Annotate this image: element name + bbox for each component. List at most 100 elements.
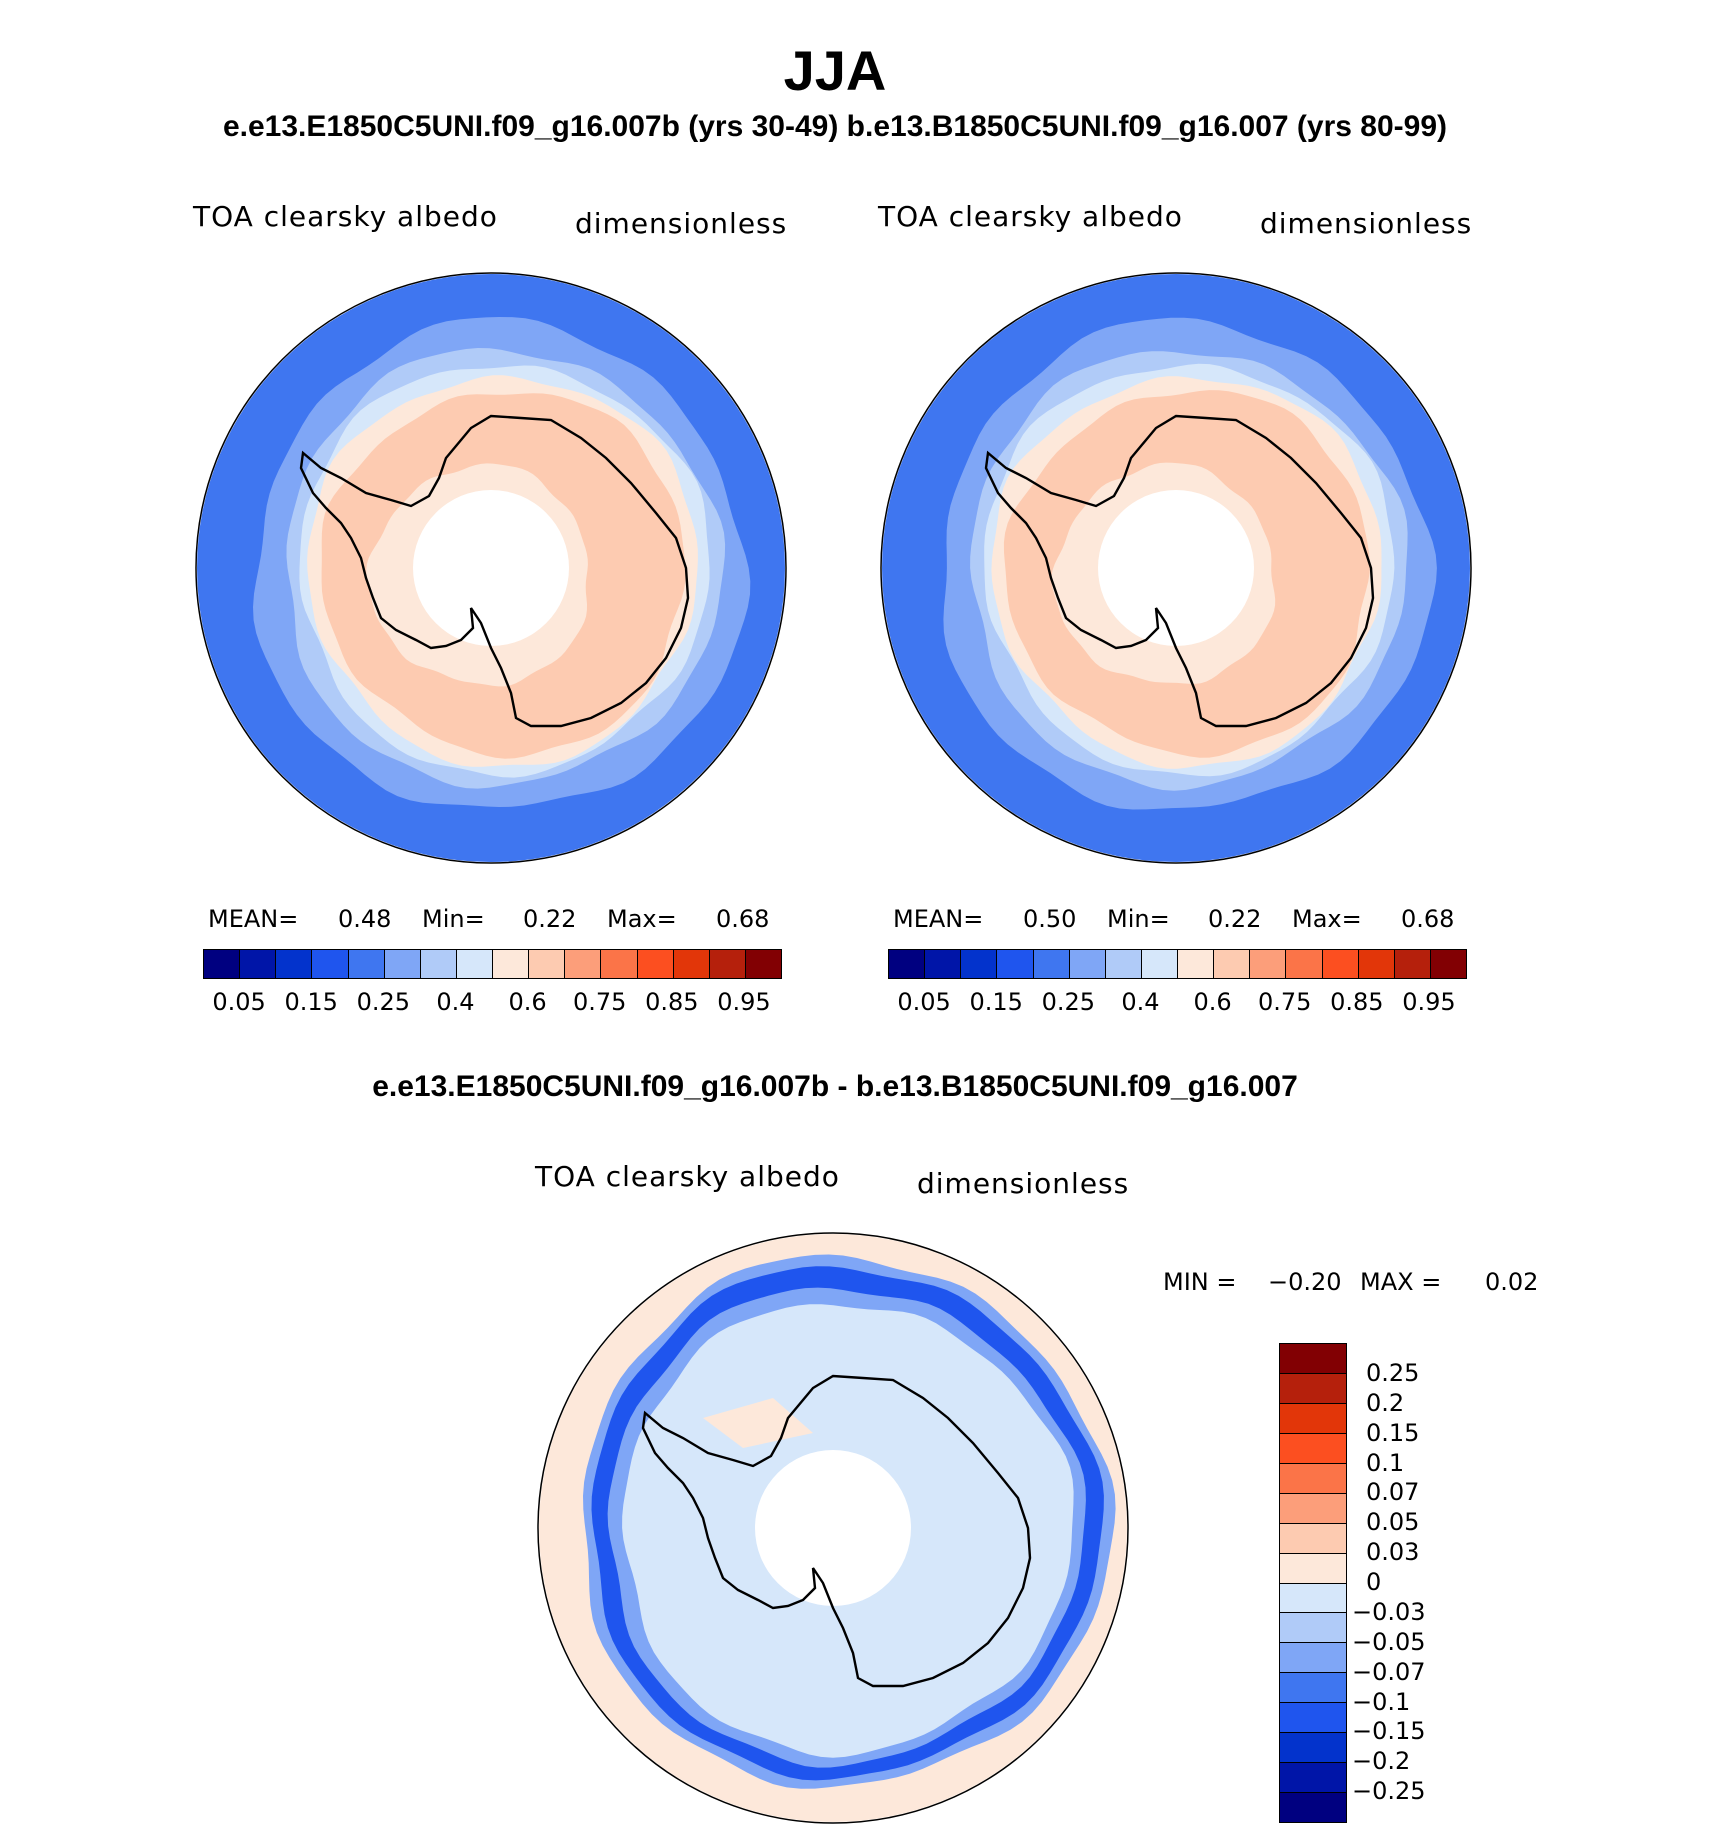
panel2-colorbar-swatch: [1033, 950, 1070, 978]
panel2-colorbar-swatch: [961, 950, 998, 978]
positive-diff-patch: [703, 1398, 813, 1448]
map-fill-group: [539, 1234, 1127, 1822]
panel1-colorbar-swatch: [673, 950, 710, 978]
difference-colorbar-ticks: 0.25 0.2 0.15 0.1 0.07 0.05 0.03 0 −0.03 −0.05 −0.…: [1352, 1343, 1472, 1821]
antarctica-coastline: [299, 414, 690, 728]
diff-max-label: MAX =: [1360, 1268, 1442, 1296]
panel2-units-label: dimensionless: [1260, 207, 1473, 240]
difference-colorbar-swatch: [1280, 1433, 1346, 1464]
difference-colorbar-swatch: [1280, 1733, 1346, 1764]
difference-colorbar-tick-label: 0.25: [1366, 1358, 1420, 1387]
panel2-colorbar-tick-label: 0.25: [1041, 988, 1096, 1016]
panel2-colorbar-swatch: [1178, 950, 1215, 978]
panel1-colorbar-swatch: [745, 950, 781, 978]
panel2-colorbar-tick-label: 0.95: [1402, 988, 1456, 1016]
diff-variable-label: TOA clearsky albedo: [535, 1160, 840, 1193]
panel1-max-value: 0.68: [716, 905, 770, 933]
panel1-colorbar-swatch: [240, 950, 277, 978]
panel1-colorbar-tick-label: 0.6: [508, 988, 547, 1016]
panel1-colorbar-swatch: [529, 950, 566, 978]
antarctica-coastline: [984, 414, 1375, 728]
panel1-colorbar-swatch: [348, 950, 385, 978]
difference-polar-map: [537, 1232, 1129, 1824]
panel2-colorbar-swatch: [1286, 950, 1323, 978]
panel1-colorbar-swatch: [601, 950, 638, 978]
panel1-colorbar-swatch: [565, 950, 602, 978]
panel1-variable-label: TOA clearsky albedo: [193, 200, 498, 233]
panel2-colorbar-tick-label: 0.6: [1193, 988, 1232, 1016]
difference-colorbar-swatch: [1280, 1373, 1346, 1404]
map-border: [537, 1232, 1129, 1824]
difference-colorbar-tick-label: 0.1: [1366, 1448, 1405, 1477]
difference-colorbar-swatch: [1280, 1463, 1346, 1494]
antarctica-coastline: [641, 1374, 1032, 1688]
map-fill-group: [197, 274, 785, 862]
panel2-colorbar-swatch: [1322, 950, 1359, 978]
diff-min-label: MIN =: [1163, 1268, 1237, 1296]
panel2-colorbar-swatch: [997, 950, 1034, 978]
difference-colorbar-swatch: [1280, 1673, 1346, 1704]
panel1-colorbar: [203, 949, 782, 979]
panel1-colorbar-tick-label: 0.95: [717, 988, 771, 1016]
difference-colorbar-tick-label: −0.1: [1352, 1687, 1411, 1716]
polar-night-gap: [1098, 490, 1254, 646]
panel1-colorbar-tick-label: 0.25: [356, 988, 411, 1016]
panel2-colorbar-swatch: [1214, 950, 1251, 978]
figure-title: JJA: [783, 39, 887, 102]
difference-colorbar-tick-label: −0.15: [1352, 1717, 1426, 1746]
panel2-colorbar-swatch: [1250, 950, 1287, 978]
panel2-colorbar: [888, 949, 1467, 979]
panel2-colorbar-swatch: [925, 950, 962, 978]
panel1-min-value: 0.22: [523, 905, 577, 933]
difference-colorbar-swatch: [1280, 1703, 1346, 1734]
panel2-colorbar-swatch: [1358, 950, 1395, 978]
panel1-colorbar-swatch: [637, 950, 674, 978]
panel2-min-label: Min=: [1107, 905, 1170, 933]
panel1-colorbar-tick-label: 0.85: [645, 988, 699, 1016]
panel2-mean-label: MEAN=: [893, 905, 984, 933]
panel1-polar-map: [195, 272, 787, 864]
difference-colorbar-tick-label: 0: [1366, 1568, 1382, 1596]
case-comparison-title: e.e13.E1850C5UNI.f09_g16.007b (yrs 30-49…: [222, 110, 1448, 143]
panel2-colorbar-tick-label: 0.85: [1330, 988, 1384, 1016]
difference-title: e.e13.E1850C5UNI.f09_g16.007b - b.e13.B1…: [372, 1070, 1298, 1103]
panel1-colorbar-tick-label: 0.05: [212, 988, 266, 1016]
panel2-min-value: 0.22: [1208, 905, 1262, 933]
panel2-colorbar-swatch: [1141, 950, 1178, 978]
panel1-max-label: Max=: [607, 905, 677, 933]
panel2-colorbar-swatch: [1394, 950, 1431, 978]
difference-colorbar-swatch: [1280, 1643, 1346, 1674]
panel2-colorbar-tick-label: 0.15: [969, 988, 1023, 1016]
difference-colorbar: [1279, 1343, 1347, 1823]
polar-night-gap: [755, 1450, 911, 1606]
difference-colorbar-tick-label: −0.03: [1352, 1597, 1426, 1626]
panel2-colorbar-swatch: [1069, 950, 1106, 978]
map-border: [195, 272, 787, 864]
difference-colorbar-tick-label: 0.03: [1366, 1538, 1420, 1567]
panel2-colorbar-tick-label: 0.05: [897, 988, 951, 1016]
difference-colorbar-tick-label: −0.07: [1352, 1657, 1426, 1686]
difference-colorbar-swatch: [1280, 1793, 1346, 1822]
difference-colorbar-tick-label: −0.05: [1352, 1627, 1426, 1656]
panel1-colorbar-swatch: [420, 950, 457, 978]
panel1-colorbar-tick-label: 0.4: [436, 988, 475, 1016]
difference-colorbar-swatch: [1280, 1553, 1346, 1584]
panel1-min-label: Min=: [422, 905, 485, 933]
panel2-max-label: Max=: [1292, 905, 1362, 933]
difference-colorbar-swatch: [1280, 1493, 1346, 1524]
map-fill-group: [882, 274, 1470, 862]
panel2-colorbar-tick-label: 0.75: [1257, 988, 1312, 1016]
difference-colorbar-tick-label: 0.07: [1366, 1478, 1420, 1507]
difference-colorbar-swatch: [1280, 1613, 1346, 1644]
panel2-mean-value: 0.50: [1023, 905, 1077, 933]
panel1-colorbar-swatch: [384, 950, 421, 978]
panel1-colorbar-swatch: [204, 950, 241, 978]
difference-colorbar-swatch: [1280, 1344, 1346, 1374]
panel2-colorbar-swatch: [889, 950, 926, 978]
diff-units-label: dimensionless: [917, 1167, 1130, 1200]
panel2-variable-label: TOA clearsky albedo: [878, 200, 1183, 233]
map-border: [880, 272, 1472, 864]
panel1-colorbar-swatch: [276, 950, 313, 978]
panel2-colorbar-swatch: [1430, 950, 1466, 978]
panel1-colorbar-swatch: [456, 950, 493, 978]
